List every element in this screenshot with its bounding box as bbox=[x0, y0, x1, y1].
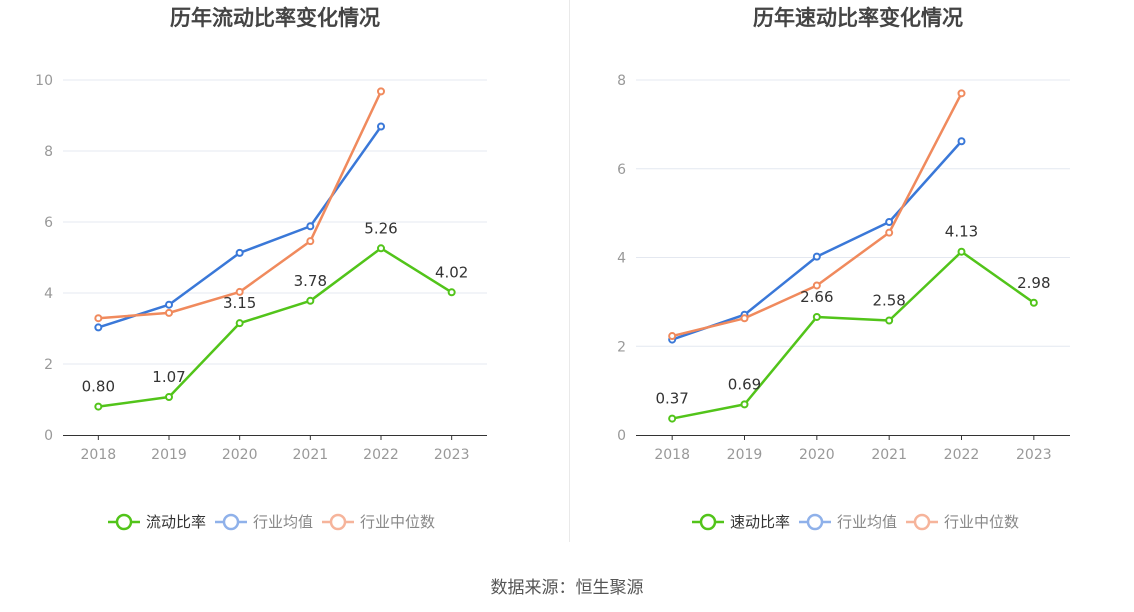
data-label: 0.69 bbox=[728, 375, 761, 393]
legend-marker bbox=[699, 513, 717, 531]
data-point-median bbox=[668, 332, 677, 341]
data-point-median bbox=[957, 89, 966, 98]
y-tick-label: 2 bbox=[617, 339, 626, 355]
data-label: 5.26 bbox=[364, 219, 397, 237]
x-tick-label: 2019 bbox=[727, 447, 763, 463]
data-point-main bbox=[94, 402, 103, 411]
data-point-main bbox=[885, 316, 894, 325]
x-tick-label: 2020 bbox=[799, 447, 835, 463]
x-tick-label: 2021 bbox=[293, 447, 329, 463]
data-point-median bbox=[740, 314, 749, 323]
legend-label: 行业中位数 bbox=[360, 513, 435, 531]
data-point-main bbox=[957, 247, 966, 256]
y-tick-label: 0 bbox=[44, 428, 53, 444]
legend-label: 行业均值 bbox=[253, 513, 313, 531]
legend-item-median: 行业中位数 bbox=[322, 513, 435, 531]
legend-label: 速动比率 bbox=[730, 513, 790, 531]
chart-title: 历年速动比率变化情况 bbox=[753, 6, 963, 30]
legend-label: 流动比率 bbox=[146, 513, 206, 531]
data-point-main bbox=[668, 414, 677, 423]
current-ratio-chart: 历年流动比率变化情况 0 2 4 6 8 10 2018 2019 2020 2021 2022 202… bbox=[35, 6, 487, 531]
x-tick-label: 2019 bbox=[151, 447, 187, 463]
x-tick-label: 2020 bbox=[222, 447, 258, 463]
data-point-median bbox=[306, 237, 315, 246]
data-point-main bbox=[812, 312, 821, 321]
data-point-main bbox=[447, 288, 456, 297]
data-point-median bbox=[377, 87, 385, 96]
data-label: 0.80 bbox=[82, 378, 115, 396]
y-tick-label: 6 bbox=[44, 215, 53, 231]
series-line-median bbox=[98, 90, 383, 320]
chart-divider bbox=[569, 0, 570, 542]
data-point-avg bbox=[957, 137, 966, 146]
legend-item-avg: 行业均值 bbox=[215, 513, 313, 531]
data-point-avg bbox=[165, 300, 173, 309]
data-label: 3.15 bbox=[223, 294, 256, 312]
data-label: 2.58 bbox=[872, 292, 905, 310]
legend-marker bbox=[806, 513, 824, 531]
legend-marker bbox=[222, 513, 240, 531]
y-tick-label: 2 bbox=[44, 357, 53, 373]
x-tick-label: 2018 bbox=[654, 447, 690, 463]
legend-marker bbox=[115, 513, 133, 531]
legend-item-main: 速动比率 bbox=[692, 513, 790, 531]
data-label: 2.98 bbox=[1017, 274, 1050, 292]
legend-label: 行业中位数 bbox=[944, 513, 1019, 531]
y-tick-label: 4 bbox=[44, 286, 53, 302]
series-line-main bbox=[671, 250, 1035, 420]
data-label: 4.13 bbox=[945, 223, 978, 241]
y-tick-label: 10 bbox=[35, 73, 53, 89]
data-point-avg bbox=[377, 122, 385, 131]
series-line-main bbox=[98, 247, 453, 408]
x-tick-label: 2023 bbox=[1016, 447, 1052, 463]
legend-item-median: 行业中位数 bbox=[906, 513, 1019, 531]
data-point-avg bbox=[235, 248, 244, 257]
data-point-avg bbox=[885, 218, 894, 226]
data-point-main bbox=[235, 319, 244, 328]
data-point-main bbox=[1029, 298, 1038, 307]
y-tick-label: 8 bbox=[617, 73, 626, 89]
data-point-median bbox=[812, 281, 821, 290]
data-point-median bbox=[885, 228, 894, 237]
data-source: 数据来源：恒生聚源 bbox=[490, 578, 644, 598]
x-tick-label: 2022 bbox=[944, 447, 980, 463]
x-tick-label: 2018 bbox=[81, 447, 117, 463]
data-point-main bbox=[306, 296, 315, 305]
data-point-median bbox=[165, 308, 173, 317]
series-line-avg bbox=[671, 140, 963, 341]
y-tick-label: 8 bbox=[44, 144, 53, 160]
data-label: 2.66 bbox=[800, 288, 833, 306]
data-point-avg bbox=[812, 252, 821, 261]
quick-ratio-chart: 历年速动比率变化情况 0 2 4 6 8 2018 2019 2020 2021 2022 2023 0… bbox=[617, 6, 1070, 531]
chart-title: 历年流动比率变化情况 bbox=[170, 6, 380, 30]
data-point-median bbox=[235, 287, 244, 296]
legend-marker bbox=[913, 513, 931, 531]
legend-item-main: 流动比率 bbox=[108, 513, 206, 531]
data-point-avg bbox=[306, 222, 315, 231]
data-label: 4.02 bbox=[435, 263, 468, 281]
data-point-avg bbox=[94, 323, 103, 332]
x-tick-label: 2023 bbox=[434, 447, 470, 463]
legend-marker bbox=[329, 513, 347, 531]
y-tick-label: 6 bbox=[617, 162, 626, 178]
x-tick-label: 2021 bbox=[871, 447, 907, 463]
legend-label: 行业均值 bbox=[837, 513, 897, 531]
data-label: 0.37 bbox=[655, 390, 688, 408]
data-point-median bbox=[94, 314, 103, 323]
legend-item-avg: 行业均值 bbox=[799, 513, 897, 531]
x-tick-label: 2022 bbox=[363, 447, 399, 463]
data-point-main bbox=[165, 393, 173, 402]
data-label: 3.78 bbox=[294, 272, 327, 290]
data-label: 1.07 bbox=[152, 368, 185, 386]
data-point-main bbox=[740, 400, 749, 409]
y-tick-label: 0 bbox=[617, 428, 626, 444]
y-tick-label: 4 bbox=[617, 251, 626, 267]
data-point-main bbox=[377, 244, 385, 253]
